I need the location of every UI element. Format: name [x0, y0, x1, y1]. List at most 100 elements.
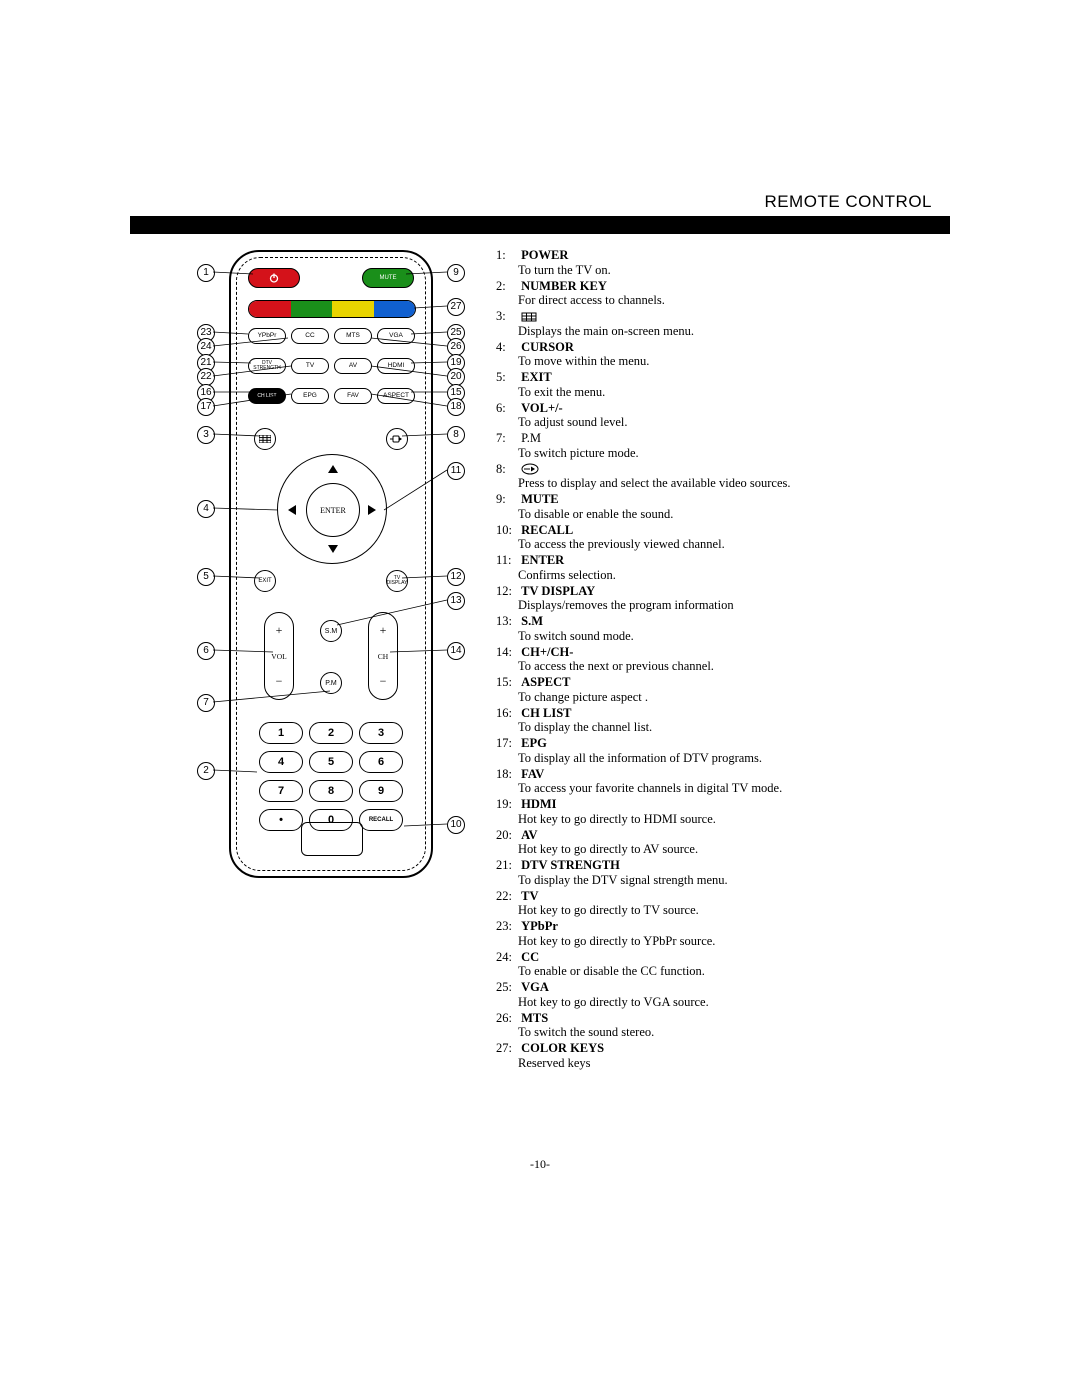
src-button: AV	[334, 358, 372, 374]
vol-label: VOL	[271, 652, 286, 661]
src-button: HDMI	[377, 358, 415, 374]
src-button: CC	[291, 328, 329, 344]
leader-line	[0, 0, 1, 1]
num-button: 9	[359, 780, 403, 802]
desc-item: 15: ASPECTTo change picture aspect .	[496, 675, 936, 705]
menu-button	[254, 428, 276, 450]
callout-number: 18	[447, 398, 465, 416]
arrow-up-icon	[328, 465, 338, 473]
callout-number: 12	[447, 568, 465, 586]
callout-number: 4	[197, 500, 215, 518]
callout-number: 8	[447, 426, 465, 444]
number-pad: 123456789•0RECALL	[259, 722, 403, 838]
callout-number: 6	[197, 642, 215, 660]
num-button: 7	[259, 780, 303, 802]
source-button	[386, 428, 408, 450]
num-button: 4	[259, 751, 303, 773]
src-button: MTS	[334, 328, 372, 344]
callout-number: 10	[447, 816, 465, 834]
desc-item: 9: MUTETo disable or enable the sound.	[496, 492, 936, 522]
color-keys-bar	[248, 300, 416, 318]
mute-button: MUTE	[362, 268, 414, 288]
desc-item: 3: Displays the main on-screen menu.	[496, 309, 936, 339]
desc-item: 18: FAVTo access your favorite channels …	[496, 767, 936, 797]
ch-rocker: + CH −	[368, 612, 398, 700]
desc-item: 11: ENTERConfirms selection.	[496, 553, 936, 583]
desc-item: 1: POWERTo turn the TV on.	[496, 248, 936, 278]
num-button: 1	[259, 722, 303, 744]
desc-item: 12: TV DISPLAYDisplays/removes the progr…	[496, 584, 936, 614]
desc-item: 20: AVHot key to go directly to AV sourc…	[496, 828, 936, 858]
callout-number: 9	[447, 264, 465, 282]
dpad: ENTER	[277, 454, 387, 564]
desc-item: 7: P.MTo switch picture mode.	[496, 431, 936, 461]
page-title: REMOTE CONTROL	[764, 192, 932, 212]
desc-item: 2: NUMBER KEYFor direct access to channe…	[496, 279, 936, 309]
src-button: FAV	[334, 388, 372, 404]
callout-number: 13	[447, 592, 465, 610]
page-number: -10-	[0, 1157, 1080, 1172]
num-button: •	[259, 809, 303, 831]
callout-number: 2	[197, 762, 215, 780]
descriptions: 1: POWERTo turn the TV on.2: NUMBER KEYF…	[496, 248, 936, 1072]
desc-item: 4: CURSORTo move within the menu.	[496, 340, 936, 370]
num-button: 5	[309, 751, 353, 773]
minus-icon: −	[380, 674, 387, 689]
callout-number: 1	[197, 264, 215, 282]
desc-item: 23: YPbPrHot key to go directly to YPbPr…	[496, 919, 936, 949]
ir-window	[301, 822, 363, 856]
ch-label: CH	[378, 652, 388, 661]
desc-item: 10: RECALLTo access the previously viewe…	[496, 523, 936, 553]
source-icon	[390, 434, 404, 444]
callout-number: 7	[197, 694, 215, 712]
src-button: DTV STRENGTH	[248, 358, 286, 374]
pm-label: P.M	[325, 680, 337, 687]
src-button: TV	[291, 358, 329, 374]
callout-number: 17	[197, 398, 215, 416]
num-button: 2	[309, 722, 353, 744]
desc-item: 27: COLOR KEYSReserved keys	[496, 1041, 936, 1071]
desc-item: 13: S.MTo switch sound mode.	[496, 614, 936, 644]
sm-label: S.M	[325, 628, 337, 635]
power-button	[248, 268, 300, 288]
plus-icon: +	[276, 623, 283, 638]
desc-item: 24: CCTo enable or disable the CC functi…	[496, 950, 936, 980]
callout-number: 5	[197, 568, 215, 586]
callout-number: 14	[447, 642, 465, 660]
page: REMOTE CONTROL MUTE YPbPrCCMTSVGADTV STR…	[0, 0, 1080, 1397]
arrow-left-icon	[288, 505, 296, 515]
enter-button: ENTER	[306, 483, 360, 537]
desc-item: 5: EXITTo exit the menu.	[496, 370, 936, 400]
remote-diagram: MUTE YPbPrCCMTSVGADTV STRENGTHTVAVHDMICH…	[229, 250, 433, 878]
desc-item: 22: TVHot key to go directly to TV sourc…	[496, 889, 936, 919]
num-button: 3	[359, 722, 403, 744]
num-button: 8	[309, 780, 353, 802]
arrow-right-icon	[368, 505, 376, 515]
minus-icon: −	[276, 674, 283, 689]
desc-item: 14: CH+/CH-To access the next or previou…	[496, 645, 936, 675]
desc-item: 21: DTV STRENGTHTo display the DTV signa…	[496, 858, 936, 888]
vol-rocker: + VOL −	[264, 612, 294, 700]
tv-display-button: TV DISPLAY	[386, 570, 408, 592]
mute-label: MUTE	[380, 275, 397, 281]
menu-icon	[259, 435, 271, 443]
enter-label: ENTER	[320, 506, 346, 515]
desc-item: 6: VOL+/-To adjust sound level.	[496, 401, 936, 431]
exit-button: EXIT	[254, 570, 276, 592]
desc-item: 26: MTSTo switch the sound stereo.	[496, 1011, 936, 1041]
desc-item: 16: CH LISTTo display the channel list.	[496, 706, 936, 736]
desc-item: 25: VGAHot key to go directly to VGA sou…	[496, 980, 936, 1010]
desc-item: 17: EPGTo display all the information of…	[496, 736, 936, 766]
callout-number: 27	[447, 298, 465, 316]
exit-label: EXIT	[258, 578, 271, 584]
pm-button: P.M	[320, 672, 342, 694]
header-rule	[130, 216, 950, 234]
callout-number: 11	[447, 462, 465, 480]
num-button: RECALL	[359, 809, 403, 831]
src-button: VGA	[377, 328, 415, 344]
plus-icon: +	[380, 623, 387, 638]
src-button: EPG	[291, 388, 329, 404]
arrow-down-icon	[328, 545, 338, 553]
desc-item: 8: Press to display and select the avail…	[496, 462, 936, 492]
power-icon	[268, 272, 280, 284]
